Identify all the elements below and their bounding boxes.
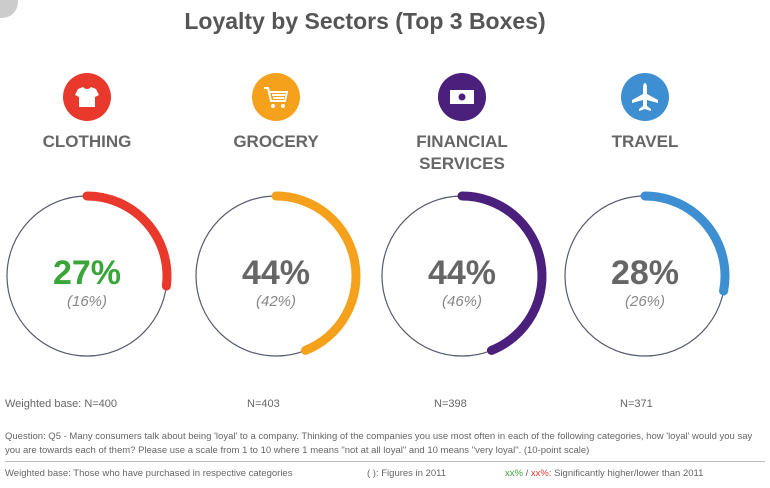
value-arc: [271, 191, 361, 355]
chart-title: Loyalty by Sectors (Top 3 Boxes): [184, 8, 546, 34]
value-label: 27%: [53, 254, 121, 292]
previous-value-label: (26%): [625, 293, 665, 310]
category-label: FINANCIAL: [416, 132, 508, 151]
divider: [5, 461, 765, 462]
t-shirt-icon: [75, 87, 99, 107]
weighted-base-note: Weighted base: Those who have purchased …: [5, 468, 293, 479]
value-arc: [82, 191, 172, 291]
cart-wheel: [281, 104, 285, 108]
higher-marker: xx%: [505, 468, 523, 479]
n-value-1: N=403: [247, 398, 280, 410]
significance-legend: xx% / xx%: Significantly higher/lower th…: [505, 468, 704, 479]
category-label: TRAVEL: [612, 132, 679, 151]
n-value-3: N=371: [620, 398, 653, 410]
category-label: SERVICES: [419, 154, 505, 173]
airplane-icon: [632, 83, 658, 111]
n-value-0: Weighted base: N=400: [5, 398, 118, 410]
previous-value-label: (46%): [442, 293, 482, 310]
donut-chart: CLOTHING27%(16%)GROCERY44%(42%)FINANCIAL…: [6, 73, 730, 357]
value-arc: [457, 191, 547, 355]
value-label: 44%: [428, 254, 496, 292]
value-label: 44%: [242, 254, 310, 292]
cart-wheel: [271, 104, 275, 108]
n-value-2: N=398: [434, 398, 467, 410]
figures-note: ( ): Figures in 2011: [367, 468, 447, 479]
previous-value-label: (16%): [67, 293, 107, 310]
banknote-icon-center: [458, 93, 466, 101]
lower-marker: xx%: [530, 468, 549, 479]
shopping-cart-icon: [264, 87, 289, 102]
value-arc: [640, 191, 730, 296]
previous-value-label: (42%): [256, 293, 296, 310]
question-text: Question: Q5 - Many consumers talk about…: [5, 431, 753, 456]
category-label: CLOTHING: [43, 132, 132, 151]
value-label: 28%: [611, 254, 679, 292]
category-label: GROCERY: [233, 132, 319, 151]
